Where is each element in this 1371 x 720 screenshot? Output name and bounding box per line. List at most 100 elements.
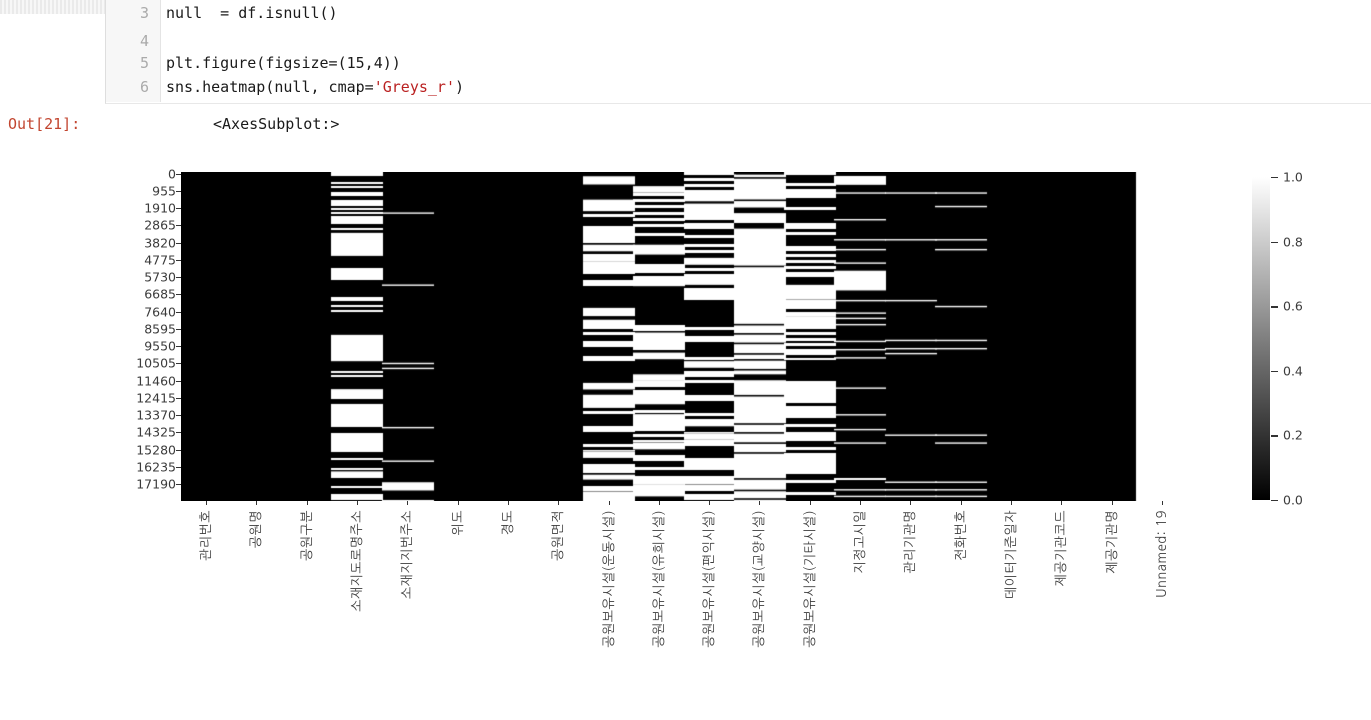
x-tick-label: 제공기관명 bbox=[1104, 510, 1118, 574]
y-tick-mark bbox=[176, 173, 181, 175]
y-tick-mark bbox=[176, 208, 181, 209]
y-tick-label: 17190 bbox=[136, 476, 176, 492]
x-tick-mark bbox=[357, 501, 359, 505]
x-tick-mark bbox=[910, 501, 912, 505]
line-number: 4 bbox=[139, 32, 149, 50]
x-tick-label: 공원보유시설(운동시설) bbox=[601, 510, 615, 648]
y-tick-label: 15280 bbox=[136, 442, 176, 457]
y-tick-label: 13370 bbox=[136, 407, 176, 423]
y-tick-label: 1910 bbox=[144, 200, 176, 216]
code-line: 3 null = df.isnull() bbox=[106, 2, 1371, 26]
y-tick-mark bbox=[176, 328, 181, 330]
x-tick-mark bbox=[306, 501, 308, 505]
code-cell[interactable]: 3 null = df.isnull() 4 5 plt.figure(figs… bbox=[105, 0, 1371, 104]
x-tick-mark bbox=[206, 501, 208, 505]
x-tick-label: 경도 bbox=[500, 510, 514, 536]
y-tick-label: 4775 bbox=[144, 252, 176, 268]
x-tick-label: 위도 bbox=[450, 510, 464, 536]
y-tick-label: 16235 bbox=[136, 459, 176, 475]
y-tick-mark bbox=[176, 259, 181, 261]
out-repr-text: <AxesSubplot:> bbox=[213, 115, 340, 133]
y-tick-label: 6685 bbox=[144, 286, 176, 302]
y-tick-mark bbox=[176, 190, 181, 192]
y-tick-label: 5730 bbox=[144, 269, 176, 285]
x-tick-label: 공원보유시설(편익시설) bbox=[702, 510, 716, 648]
x-tick-label: 전화번호 bbox=[953, 510, 967, 561]
y-tick-label: 12415 bbox=[136, 390, 176, 406]
colorbar-gradient bbox=[1252, 177, 1270, 500]
line-number: 5 bbox=[139, 54, 149, 72]
x-tick-label: 공원면적 bbox=[551, 510, 565, 561]
x-tick-mark bbox=[860, 501, 862, 505]
x-tick-label: Unnamed: 19 bbox=[1154, 510, 1168, 598]
x-tick-mark bbox=[256, 501, 258, 505]
y-tick-label: 11460 bbox=[136, 373, 176, 388]
line-number: 3 bbox=[139, 4, 149, 22]
x-tick-mark bbox=[1010, 501, 1012, 505]
y-tick-label: 3820 bbox=[144, 235, 176, 250]
colorbar-tick-label: 1.0 bbox=[1283, 169, 1303, 185]
y-tick-mark bbox=[176, 484, 181, 485]
y-tick-mark bbox=[176, 380, 181, 382]
y-tick-mark bbox=[176, 277, 181, 278]
y-tick-mark bbox=[176, 363, 181, 365]
x-tick-mark bbox=[709, 501, 711, 505]
x-tick-mark bbox=[658, 501, 660, 505]
x-tick-label: 공원보유시설(교양시설) bbox=[752, 510, 766, 648]
code-text: null = df.isnull() bbox=[166, 4, 338, 22]
y-tick-mark bbox=[176, 466, 181, 468]
y-tick-label: 10505 bbox=[136, 355, 176, 371]
colorbar-tick-mark bbox=[1271, 370, 1278, 373]
y-tick-label: 8595 bbox=[144, 321, 176, 337]
x-tick-label: 관리번호 bbox=[199, 510, 213, 561]
x-tick-mark bbox=[1061, 501, 1063, 505]
x-tick-label: 지정고시일 bbox=[853, 510, 867, 574]
x-tick-label: 공원보유시설(기타시설) bbox=[802, 510, 816, 648]
y-tick-mark bbox=[176, 294, 181, 296]
heatmap-canvas bbox=[181, 172, 1187, 501]
x-tick-mark bbox=[1111, 501, 1113, 505]
x-tick-label: 공원보유시설(유희시설) bbox=[651, 510, 665, 648]
y-tick-label: 0 bbox=[168, 166, 176, 181]
code-line: 4 bbox=[106, 30, 1371, 54]
colorbar-tick-label: 0.8 bbox=[1283, 234, 1303, 250]
code-text: sns.heatmap(null, cmap='Greys_r') bbox=[166, 78, 465, 96]
x-tick-mark bbox=[759, 501, 761, 505]
x-tick-mark bbox=[809, 501, 811, 505]
out-prompt: Out[21]: bbox=[8, 115, 81, 133]
y-tick-label: 2865 bbox=[144, 217, 176, 233]
colorbar-tick-mark bbox=[1271, 177, 1278, 179]
y-tick-label: 14325 bbox=[136, 424, 176, 440]
y-tick-label: 955 bbox=[152, 183, 176, 199]
colorbar-tick-label: 0.2 bbox=[1283, 427, 1303, 443]
y-tick-mark bbox=[176, 449, 181, 451]
y-tick-mark bbox=[176, 225, 181, 227]
line-number: 6 bbox=[139, 78, 149, 96]
x-tick-mark bbox=[960, 501, 962, 505]
x-tick-label: 제공기관코드 bbox=[1054, 510, 1068, 587]
x-tick-mark bbox=[558, 501, 560, 505]
x-tick-mark bbox=[1161, 501, 1163, 505]
x-tick-label: 관리기관명 bbox=[903, 510, 917, 574]
colorbar-tick-label: 0.4 bbox=[1283, 363, 1303, 379]
y-tick-mark bbox=[176, 432, 181, 434]
y-tick-mark bbox=[176, 397, 181, 399]
x-tick-label: 공원명 bbox=[249, 510, 263, 549]
x-tick-label: 공원구분 bbox=[299, 510, 313, 561]
colorbar-tick-mark bbox=[1271, 435, 1278, 437]
code-line: 6 sns.heatmap(null, cmap='Greys_r') bbox=[106, 76, 1371, 100]
y-tick-mark bbox=[176, 242, 181, 244]
x-tick-mark bbox=[457, 501, 459, 505]
y-tick-mark bbox=[176, 311, 181, 313]
y-tick-mark bbox=[176, 346, 181, 347]
x-tick-label: 데이터기준일자 bbox=[1003, 510, 1017, 600]
y-tick-label: 9550 bbox=[144, 338, 176, 354]
line-number-gutter bbox=[106, 0, 161, 102]
x-tick-mark bbox=[507, 501, 509, 505]
x-tick-mark bbox=[407, 501, 409, 505]
x-tick-mark bbox=[608, 501, 610, 505]
colorbar-tick-label: 0.0 bbox=[1283, 492, 1303, 508]
x-tick-label: 소재지지번주소 bbox=[400, 510, 414, 600]
page-top-texture bbox=[0, 0, 105, 14]
colorbar-tick-mark bbox=[1271, 241, 1278, 243]
